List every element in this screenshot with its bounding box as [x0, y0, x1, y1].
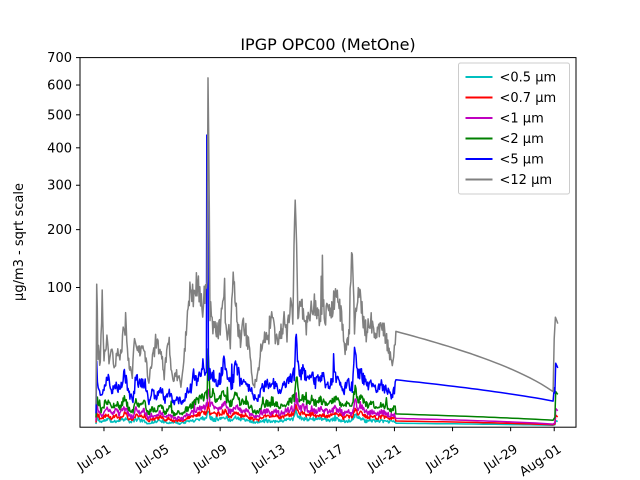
axes: [79, 57, 577, 428]
x-tick-label: Jul-21: [365, 442, 405, 475]
legend-label-lt12: <12 µm: [500, 173, 553, 188]
x-tick-label: Jul-17: [307, 442, 347, 475]
legend-item-lt2: <2 µm: [465, 132, 544, 147]
x-tick-label: Jul-05: [132, 442, 172, 475]
legend-label-lt05: <0.5 µm: [500, 71, 557, 86]
legend-item-lt12: <12 µm: [465, 173, 553, 188]
series-line-lt05: [95, 404, 558, 426]
legend-label-lt5: <5 µm: [500, 153, 544, 168]
plot-border: [79, 57, 577, 428]
legend-label-lt1: <1 µm: [500, 112, 544, 127]
legend-item-lt07: <0.7 µm: [465, 91, 557, 106]
legend-label-lt2: <2 µm: [500, 132, 544, 147]
y-tick-label: 400: [47, 141, 72, 156]
y-tick-label: 700: [47, 51, 72, 66]
y-tick-label: 200: [47, 223, 72, 238]
chart-title: IPGP OPC00 (MetOne): [240, 35, 415, 54]
legend-box: [458, 62, 570, 195]
y-tick-label: 300: [47, 179, 72, 194]
series-line-lt1: [95, 388, 559, 425]
series-line-lt07: [95, 401, 559, 426]
y-axis-label: µg/m3 - sqrt scale: [12, 183, 27, 301]
x-tick-label: Jul-29: [481, 442, 521, 475]
series-line-lt2: [95, 348, 559, 421]
legend-item-lt05: <0.5 µm: [465, 71, 557, 86]
series-line-lt5: [95, 134, 559, 414]
legend-label-lt07: <0.7 µm: [500, 91, 557, 106]
series-line-lt12: [95, 77, 559, 405]
y-tick-label: 500: [47, 108, 72, 123]
x-tick-label: Jul-09: [190, 442, 230, 475]
y-tick-label: 600: [47, 79, 72, 94]
x-tick-label: Jul-13: [249, 442, 289, 475]
x-tick-label: Jul-01: [74, 442, 114, 475]
x-tick-label: Jul-25: [423, 442, 463, 475]
legend: <0.5 µm <0.7 µm <1 µm <2 µm <5 µm <12 µm: [458, 62, 570, 195]
y-tick-label: 100: [47, 281, 72, 296]
legend-item-lt1: <1 µm: [465, 112, 544, 127]
x-tick-label: Aug-01: [517, 442, 564, 480]
plot-area: [95, 77, 559, 426]
legend-item-lt5: <5 µm: [465, 153, 544, 168]
